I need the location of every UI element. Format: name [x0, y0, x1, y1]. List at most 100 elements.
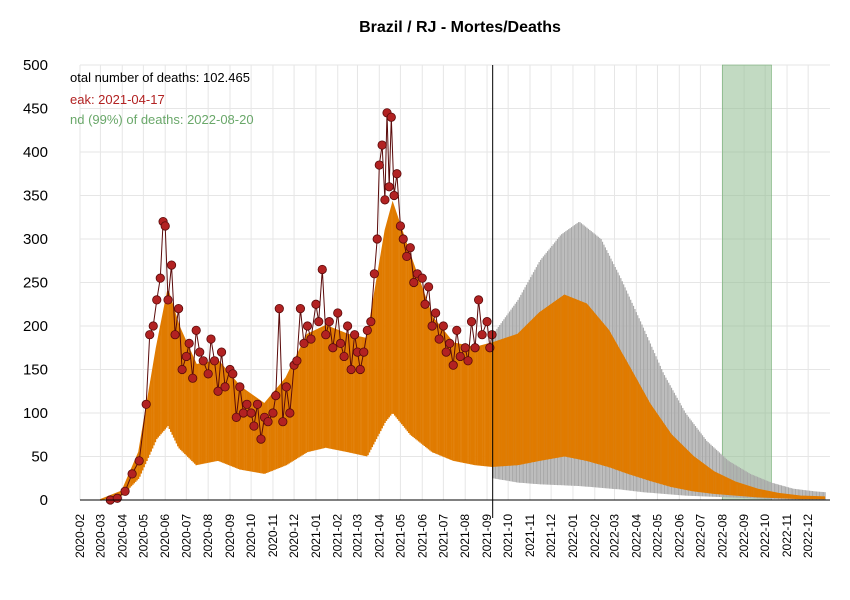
observed-point: [473, 295, 484, 305]
observed-point: [231, 412, 241, 422]
observed-point: [163, 295, 173, 305]
x-tick-label: 2021-02: [331, 514, 345, 558]
observed-point: [181, 351, 191, 362]
observed-point: [448, 360, 458, 370]
annotation-peak: eak: 2021-04-17: [70, 92, 165, 107]
x-tick-label: 2021-08: [458, 514, 472, 558]
observed-point: [328, 343, 338, 353]
observed-point: [377, 140, 387, 150]
observed-point: [206, 334, 216, 344]
observed-point: [374, 160, 384, 170]
observed-point: [112, 493, 122, 503]
observed-point: [431, 308, 441, 318]
observed-point: [392, 169, 402, 179]
observed-point: [445, 338, 455, 348]
x-tick-label: 2022-08: [715, 514, 729, 558]
observed-point: [314, 317, 324, 327]
observed-point: [405, 243, 415, 253]
x-tick-label: 2020-10: [244, 514, 258, 558]
observed-point: [249, 421, 259, 431]
observed-point: [452, 325, 462, 335]
x-tick-label: 2020-09: [223, 514, 237, 558]
observed-point: [220, 382, 230, 392]
observed-point: [228, 369, 238, 379]
observed-point: [134, 456, 144, 466]
observed-point: [355, 364, 365, 375]
x-tick-label: 2020-05: [136, 514, 150, 558]
observed-point: [409, 277, 419, 288]
observed-point: [256, 434, 266, 444]
observed-point: [346, 364, 356, 375]
y-tick-label: 300: [23, 231, 48, 248]
observed-point: [191, 325, 201, 335]
observed-point: [299, 338, 309, 348]
y-tick-label: 400: [23, 144, 48, 161]
observed-point: [398, 234, 408, 244]
y-tick-label: 350: [23, 188, 48, 205]
observed-point: [366, 317, 376, 327]
x-tick-label: 2022-12: [801, 514, 815, 558]
x-tick-label: 2022-07: [693, 514, 707, 558]
x-tick-label: 2021-03: [350, 514, 364, 558]
x-tick-label: 2022-05: [650, 514, 664, 558]
observed-point: [292, 356, 302, 366]
observed-point: [420, 299, 430, 309]
x-tick-label: 2020-04: [115, 514, 129, 558]
observed-point: [263, 417, 273, 427]
observed-point: [380, 195, 390, 205]
observed-point: [384, 182, 394, 192]
chart-title: Brazil / RJ - Mortes/Deaths: [359, 19, 561, 36]
observed-point: [455, 351, 465, 362]
observed-point: [395, 221, 406, 231]
observed-point: [235, 382, 245, 392]
observed-point: [441, 347, 451, 357]
observed-point: [170, 330, 180, 340]
x-tick-label: 2022-09: [737, 514, 751, 558]
observed-point: [295, 303, 306, 314]
observed-point: [460, 343, 470, 353]
y-tick-label: 0: [40, 492, 48, 509]
observed-point: [155, 273, 165, 283]
observed-point: [213, 386, 223, 396]
x-tick-label: 2021-04: [372, 514, 386, 558]
observed-point: [359, 347, 369, 357]
observed-point: [285, 408, 295, 418]
x-tick-label: 2020-08: [201, 514, 215, 558]
x-tick-label: 2022-06: [672, 514, 686, 558]
observed-point: [184, 338, 194, 348]
observed-point: [271, 390, 281, 401]
observed-point: [485, 343, 495, 353]
end-window-rect: [722, 64, 772, 501]
y-tick-label: 100: [23, 405, 48, 422]
observed-point: [389, 190, 399, 201]
observed-point: [148, 321, 158, 331]
observed-point: [238, 408, 248, 418]
observed-point: [141, 399, 151, 409]
observed-point: [203, 369, 213, 379]
observed-point: [166, 260, 177, 270]
observed-point: [321, 330, 331, 340]
x-tick-label: 2020-02: [73, 514, 87, 558]
observed-point: [487, 330, 497, 340]
observed-point: [317, 264, 327, 275]
observed-layer: [105, 108, 497, 505]
x-tick-label: 2022-04: [629, 514, 643, 558]
x-tick-label: 2021-10: [501, 514, 515, 558]
observed-point: [482, 317, 492, 327]
observed-point: [427, 321, 437, 331]
observed-point: [311, 299, 321, 309]
observed-point: [423, 282, 434, 292]
x-tick-label: 2022-01: [566, 514, 580, 558]
observed-point: [306, 334, 316, 344]
observed-point: [470, 343, 480, 353]
x-tick-label: 2021-09: [480, 514, 494, 558]
x-tick-label: 2021-01: [309, 514, 323, 558]
observed-point: [343, 321, 353, 331]
x-tick-label: 2020-06: [158, 514, 172, 558]
observed-point: [268, 408, 278, 418]
observed-point: [127, 469, 137, 479]
fit-curve-upper: [100, 200, 826, 501]
observed-point: [246, 408, 256, 418]
observed-point: [252, 399, 263, 409]
